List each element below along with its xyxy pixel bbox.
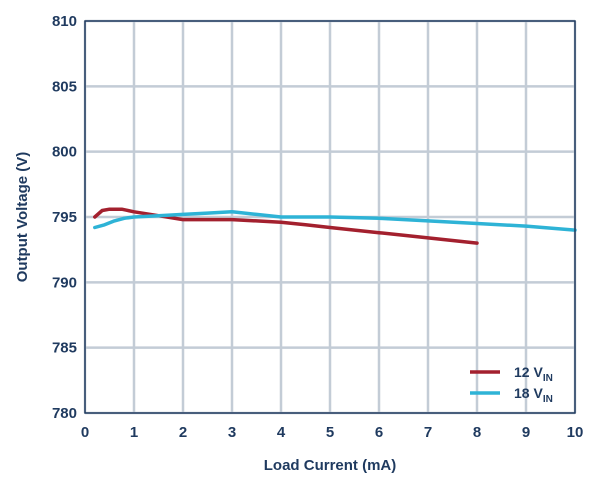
y-tick-label: 780 [52, 405, 77, 422]
y-tick-label: 795 [52, 209, 77, 226]
x-axis-label: Load Current (mA) [264, 457, 397, 474]
y-tick-label: 810 [52, 13, 77, 30]
x-tick-label: 7 [424, 424, 432, 441]
x-tick-label: 10 [567, 424, 584, 441]
plot-frame [84, 20, 576, 414]
x-tick-label: 6 [375, 424, 383, 441]
legend-label: 12 VIN [514, 364, 553, 384]
y-tick-labels: 780 785 790 795 800 805 810 [52, 13, 77, 422]
y-tick-label: 800 [52, 144, 77, 161]
x-tick-label: 0 [81, 424, 89, 441]
series-lines [93, 207, 577, 245]
x-tick-label: 8 [473, 424, 481, 441]
y-tick-label: 805 [52, 78, 77, 95]
series-line-1 [93, 207, 479, 245]
x-tick-labels: 0 1 2 3 4 5 6 7 8 9 10 [81, 424, 584, 441]
y-tick-label: 790 [52, 274, 77, 291]
x-tick-label: 1 [130, 424, 138, 441]
legend-label: 18 VIN [514, 385, 553, 405]
series-line-2 [93, 210, 577, 232]
x-tick-label: 4 [277, 424, 286, 441]
x-tick-label: 9 [522, 424, 530, 441]
x-tick-label: 3 [228, 424, 236, 441]
x-tick-label: 2 [179, 424, 187, 441]
y-tick-label: 785 [52, 340, 77, 357]
x-tick-label: 5 [326, 424, 334, 441]
y-axis-label: Output Voltage (V) [14, 152, 31, 283]
